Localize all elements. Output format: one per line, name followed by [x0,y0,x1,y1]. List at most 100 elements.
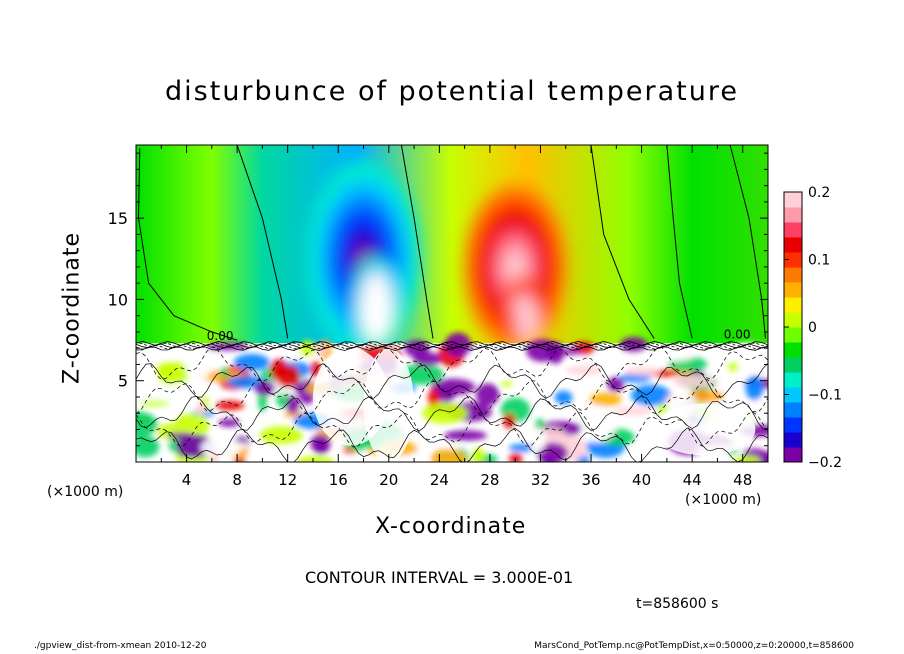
turbulent-patch [254,381,275,396]
lower-contour-0 [136,427,768,462]
turbulent-patch [200,436,241,459]
x-tick-label: 40 [632,471,651,489]
zero-contour-2 [400,145,434,339]
time-stamp: t=858600 s [636,596,719,612]
colorbar: 0.2 0.1 0 −0.1 −0.2 [783,185,842,471]
turbulent-patch [428,388,440,409]
turbulent-patch [746,400,768,416]
chart-title: disturbunce of potential temperature [165,76,739,107]
colorbar-segment [784,252,802,268]
interface-contour-3 [136,344,768,350]
colorbar-segment [784,417,802,433]
turbulent-patch [139,399,170,407]
turbulent-patch [259,426,303,445]
turbulent-patch [607,377,625,393]
turbulent-patch [293,383,303,394]
turbulent-patch [275,364,300,388]
turbulent-patch [233,353,270,371]
x-tick-label: 36 [581,471,600,489]
turbulent-patch [215,400,245,411]
colorbar-segment [784,297,802,313]
colorbar-tick-label: 0.2 [808,185,830,201]
interface-contour-1 [136,342,768,348]
turbulent-patch [136,411,158,438]
turbulent-patch [162,383,209,398]
lower-white-lobe-1 [363,348,415,462]
contour-label-1: 0.00 [724,327,751,341]
x-unit-left: (×1000 m) [47,484,124,500]
colorbar-segment [784,207,802,223]
x-tick-label: 16 [329,471,348,489]
colorbar-segment [784,282,802,298]
lower-white-lobe-2 [654,403,756,456]
turbulent-patch [620,336,648,352]
colorbar-segment [784,387,802,403]
field-feature-2-band-5 [506,253,524,281]
turbulent-patch [630,384,672,406]
turbulent-patch [310,434,331,453]
turbulent-patch [186,358,211,381]
zero-contour-3 [590,145,655,339]
x-axis: 4 8 12 16 20 24 28 32 36 40 44 48 [160,145,769,489]
turbulent-patch [672,374,717,388]
colorbar-tick-label: 0 [808,320,817,336]
lower-contour-5 [136,346,768,383]
y-tick-label: 15 [108,209,128,228]
turbulent-patch [430,378,476,396]
turbulent-patch [475,383,500,406]
turbulent-patch [613,407,653,415]
turbulent-patch [566,366,602,375]
zero-contour-0 [137,148,238,341]
turbulent-patch [136,435,160,458]
turbulent-patch [731,455,762,462]
x-tick-label: 48 [733,471,752,489]
plot-frame [135,144,769,463]
turbulent-patch [619,373,652,383]
saturated-core-1 [516,297,540,344]
turbulent-patch [413,352,441,367]
zero-contour-1 [236,145,289,339]
x-tick-label: 12 [278,471,297,489]
colorbar-segment [784,192,802,208]
turbulent-patch [526,339,560,362]
footer-command: ./gpview_dist-from-xmean 2010-12-20 [34,641,207,651]
contour-interval-text: CONTOUR INTERVAL = 3.000E-01 [305,568,574,587]
y-tick-label: 5 [118,372,128,391]
x-tick-label: 32 [531,471,550,489]
colorbar-segment [784,312,802,328]
x-axis-label: X-coordinate [375,514,527,539]
turbulent-patch [536,442,568,462]
turbulent-patch [589,392,622,407]
zero-contour-5 [729,145,766,339]
turbulent-patch [745,375,764,401]
heatmap-plot: 0.00 0.00 [136,145,768,462]
turbulent-patch [300,340,316,356]
turbulent-patch [508,453,523,462]
turbulent-patch [444,332,472,358]
colorbar-tick-label: −0.1 [808,388,842,404]
x-tick-label: 20 [379,471,398,489]
turbulent-patch [296,455,334,462]
colorbar-segment [784,342,802,358]
turbulent-patch [286,395,300,415]
turbulent-patch [482,365,527,376]
lower-contour-3 [136,379,768,416]
colorbar-tick-label: −0.2 [808,455,842,471]
turbulent-patch [218,418,240,427]
colorbar-segment [784,357,802,373]
y-tick-label: 10 [108,290,128,309]
x-tick-label: 4 [182,471,192,489]
turbulent-patch [444,430,488,441]
colorbar-segment [784,222,802,238]
turbulent-patch [528,427,547,452]
colorbar-segment [784,447,802,463]
turbulent-patch [500,380,513,387]
x-unit-right: (×1000 m) [685,492,762,508]
turbulent-patch [554,390,573,405]
colorbar-segment [784,372,802,388]
colorbar-segment [784,402,802,418]
x-tick-label: 28 [480,471,499,489]
x-tick-label: 44 [683,471,702,489]
turbulent-patch [728,361,740,372]
